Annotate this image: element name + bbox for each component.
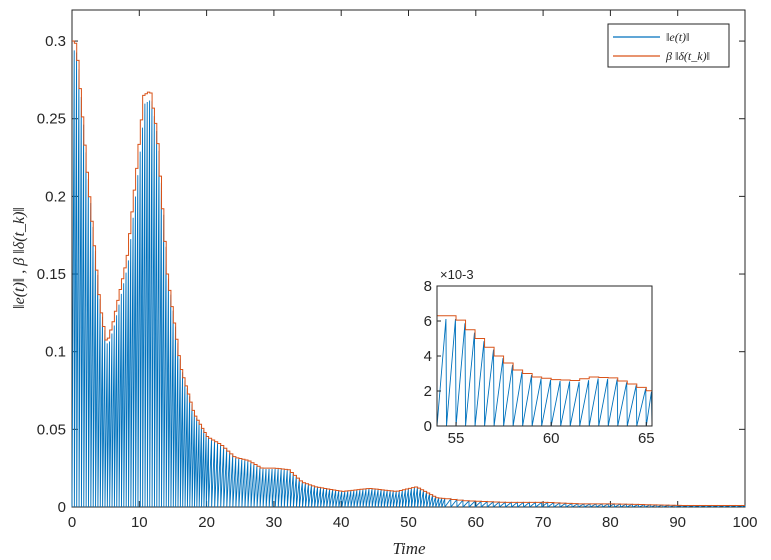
x-tick-label: 90	[669, 514, 686, 531]
x-tick-label: 30	[266, 514, 283, 531]
x-tick-label: 100	[732, 514, 757, 531]
legend-box	[607, 23, 730, 68]
x-tick-label: 80	[602, 514, 619, 531]
inset-x-tick-label: 60	[543, 430, 560, 447]
inset-y-tick-label: 2	[424, 383, 432, 400]
inset-x-tick-label: 65	[638, 430, 655, 447]
x-axis-label: Time	[392, 539, 426, 558]
inset-series-line-error-norm	[436, 319, 653, 427]
x-tick-label: 60	[467, 514, 484, 531]
inset-axis-ticks: 55 60 65 0 2 4 6 8	[424, 278, 655, 447]
series-line-threshold	[72, 40, 745, 506]
y-tick-label: 0.05	[37, 421, 66, 438]
x-tick-label: 0	[68, 514, 76, 531]
inset-y-tick-label: 0	[424, 418, 432, 435]
inset-y-tick-label: 4	[424, 348, 432, 365]
x-tick-label: 10	[131, 514, 148, 531]
y-axis-label: ‖e(t)‖ , β ‖δ(t_k)‖	[11, 207, 28, 309]
legend-label-error-norm: ‖e(t)‖	[666, 30, 689, 44]
y-tick-label: 0.25	[37, 111, 66, 128]
inset-series-threshold	[437, 315, 652, 392]
y-tick-label: 0.15	[37, 266, 66, 283]
x-tick-label: 70	[535, 514, 552, 531]
main-axis-ticks: 0 10 20 30 40 50 60 70 80 90 10000.050.10.150.20.2…	[37, 10, 758, 531]
main-series-threshold	[72, 40, 745, 506]
inset-x-tick-label: 55	[448, 430, 465, 447]
inset-series-error-norm	[436, 319, 653, 427]
inset-y-tick-label: 8	[424, 278, 432, 295]
inset-series-line-threshold	[437, 315, 652, 392]
y-tick-label: 0.2	[45, 188, 66, 205]
x-tick-label: 20	[198, 514, 215, 531]
legend-label-threshold: β ‖δ(t_k)‖	[665, 49, 710, 63]
x-tick-label: 40	[333, 514, 350, 531]
inset-y-tick-label: 6	[424, 313, 432, 330]
y-tick-label: 0.1	[45, 344, 66, 361]
inset-background	[437, 286, 652, 426]
y-tick-label: 0	[58, 499, 66, 516]
x-tick-label: 50	[400, 514, 417, 531]
inset-y-exponent: ×10-3	[440, 267, 474, 282]
legend: ‖e(t)‖ β ‖δ(t_k)‖	[607, 23, 730, 68]
y-tick-label: 0.3	[45, 33, 66, 50]
